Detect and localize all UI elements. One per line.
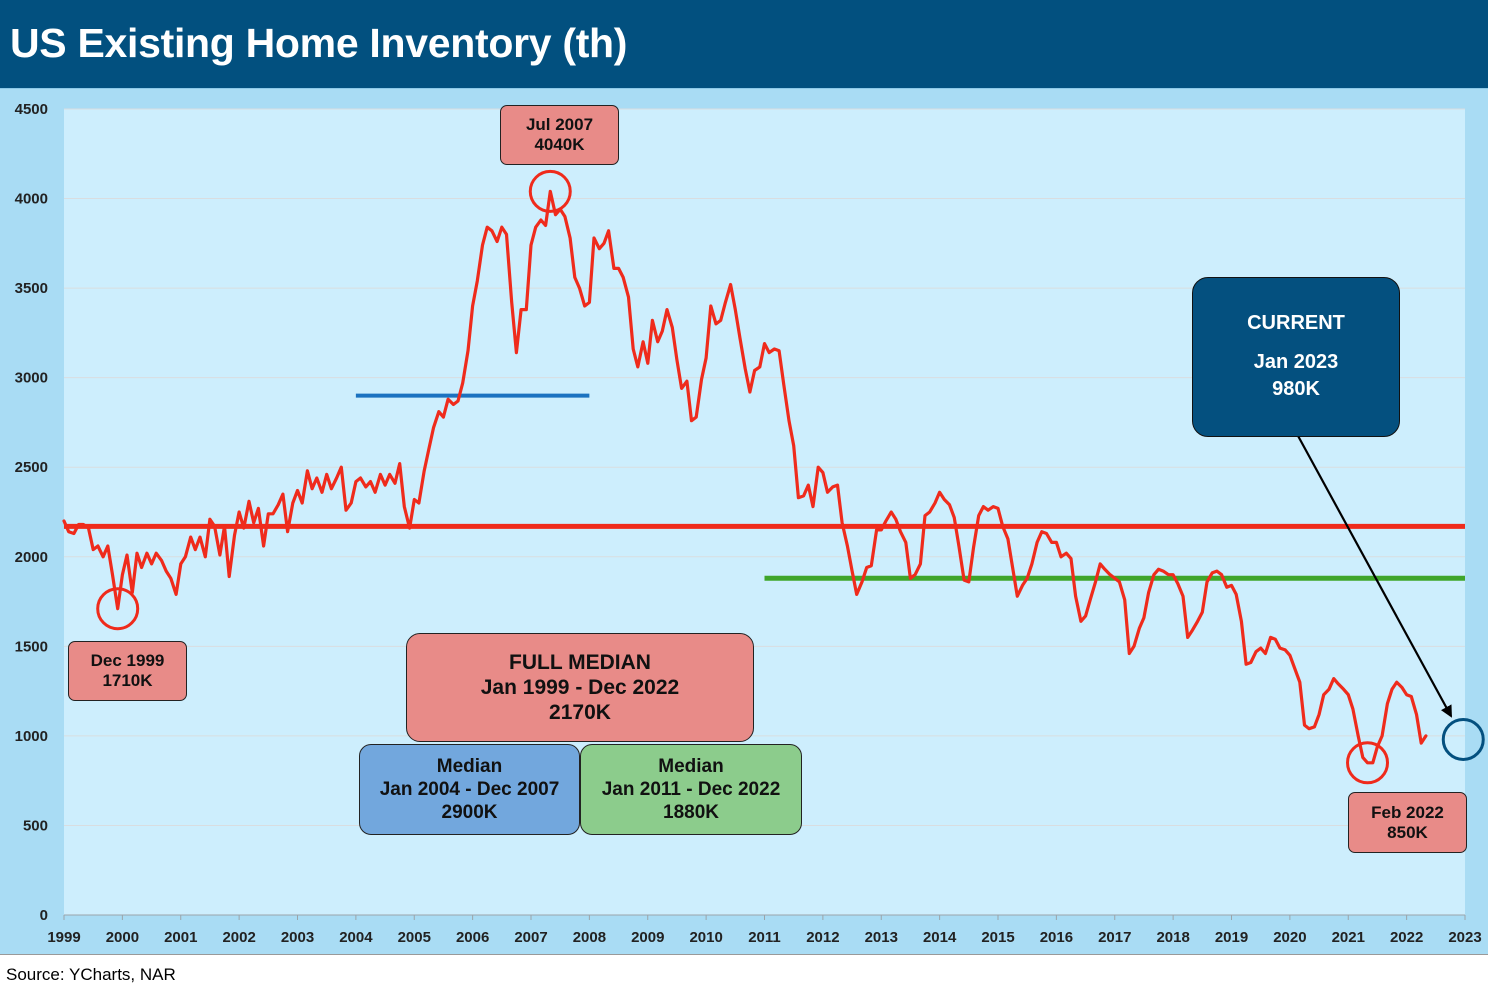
x-tick-label-2006: 2006 <box>456 929 489 946</box>
y-tick-label-1500: 1500 <box>15 638 48 655</box>
x-tick-label-2017: 2017 <box>1098 929 1131 946</box>
current-value: 980K <box>1272 377 1320 400</box>
annotation-jul-2007-date: Jul 2007 <box>525 115 594 134</box>
annotation-feb-2022-date: Feb 2022 <box>1371 802 1444 822</box>
x-tick-label-2011: 2011 <box>748 929 781 946</box>
x-tick-label-2005: 2005 <box>398 929 431 946</box>
x-axis-tick-labels: 1999 2000 2001 2002 2003 2004 2005 2006 2007 2008… <box>47 914 1482 946</box>
x-tick-label-2000: 2000 <box>106 929 139 946</box>
x-tick-label-2003: 2003 <box>281 929 314 946</box>
median-2011-2022-value: 1880K <box>663 802 719 823</box>
y-tick-label-2000: 2000 <box>15 549 48 566</box>
series-line-inventory <box>62 189 1428 765</box>
median-2004-2007-title: Median <box>436 756 503 777</box>
x-tick-label-2001: 2001 <box>164 929 197 946</box>
footer-bar <box>0 954 1488 991</box>
x-tick-label-2019: 2019 <box>1215 929 1248 946</box>
x-tick-label-2009: 2009 <box>631 929 664 946</box>
y-tick-label-2500: 2500 <box>15 459 48 476</box>
full-median-title: FULL MEDIAN <box>509 651 651 674</box>
highlight-circles <box>96 169 1485 785</box>
y-tick-label-4000: 4000 <box>15 191 48 208</box>
median-2004-2007-value: 2900K <box>441 802 498 823</box>
annotation-jul-2007-value: 4040K <box>534 135 585 154</box>
annotation-jul-2007: Jul 2007 4040K <box>500 105 619 165</box>
median-2011-2022-range: Jan 2011 - Dec 2022 <box>601 779 781 800</box>
annotation-feb-2022: Feb 2022 850K <box>1348 792 1467 853</box>
annotation-dec-1999: Dec 1999 1710K <box>68 641 187 701</box>
x-tick-label-2015: 2015 <box>981 929 1014 946</box>
annotation-feb-2022-value: 850K <box>1387 822 1428 842</box>
y-tick-label-0: 0 <box>40 907 48 924</box>
source-note: Source: YCharts, NAR <box>6 965 176 984</box>
current-label: CURRENT <box>1247 311 1345 334</box>
x-tick-label-2021: 2021 <box>1332 929 1365 946</box>
median-2011-2022-box: Median Jan 2011 - Dec 2022 1880K <box>580 744 802 835</box>
median-2004-2007-box: Median Jan 2004 - Dec 2007 2900K <box>359 744 580 835</box>
x-tick-label-2014: 2014 <box>923 929 957 946</box>
median-2011-2022-title: Median <box>658 756 724 777</box>
median-2004-2007-range: Jan 2004 - Dec 2007 <box>379 779 560 800</box>
x-tick-label-1999: 1999 <box>47 929 80 946</box>
full-median-range: Jan 1999 - Dec 2022 <box>480 676 680 699</box>
x-tick-label-2016: 2016 <box>1040 929 1073 946</box>
circle-dec-1999 <box>96 587 140 631</box>
circle-jul-2007 <box>528 169 572 213</box>
x-tick-label-2002: 2002 <box>222 929 255 946</box>
series-group <box>62 189 1428 765</box>
circle-feb-2022 <box>1346 741 1390 785</box>
circle-current-jan-2023 <box>1441 717 1485 761</box>
annotation-dec-1999-date: Dec 1999 <box>90 651 165 670</box>
x-tick-label-2022: 2022 <box>1390 929 1423 946</box>
y-tick-label-1000: 1000 <box>15 728 48 745</box>
x-tick-label-2012: 2012 <box>806 929 839 946</box>
y-axis-tick-labels: 0 500 1000 1500 2000 2500 3000 3500 4000 4500 <box>15 101 48 924</box>
current-pointer-arrow <box>1296 433 1452 718</box>
y-tick-label-3500: 3500 <box>15 280 48 297</box>
title-bar: US Existing Home Inventory (th) <box>0 0 1488 88</box>
x-tick-label-2010: 2010 <box>689 929 722 946</box>
x-tick-label-2013: 2013 <box>865 929 898 946</box>
x-tick-label-2007: 2007 <box>514 929 547 946</box>
full-median-value: 2170K <box>549 701 611 724</box>
chart-title: US Existing Home Inventory (th) <box>10 20 628 66</box>
y-tick-label-3000: 3000 <box>15 370 48 387</box>
x-tick-label-2023: 2023 <box>1448 929 1481 946</box>
y-tick-label-500: 500 <box>23 817 48 834</box>
current-value-box: CURRENT Jan 2023 980K <box>1192 277 1400 437</box>
current-date: Jan 2023 <box>1253 350 1339 373</box>
x-tick-label-2018: 2018 <box>1156 929 1189 946</box>
y-tick-label-4500: 4500 <box>15 101 48 118</box>
annotation-dec-1999-value: 1710K <box>102 671 153 690</box>
x-tick-label-2008: 2008 <box>573 929 606 946</box>
x-tick-label-2004: 2004 <box>339 929 373 946</box>
full-median-box: FULL MEDIAN Jan 1999 - Dec 2022 2170K <box>406 633 754 742</box>
x-tick-label-2020: 2020 <box>1273 929 1306 946</box>
